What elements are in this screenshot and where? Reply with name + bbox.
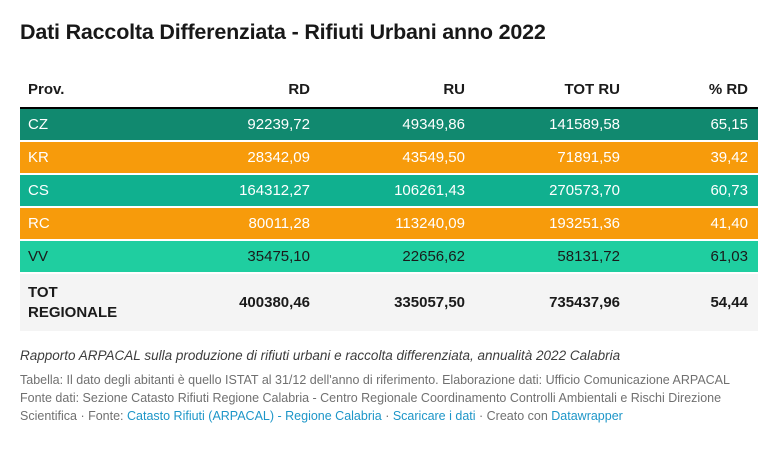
- cell-prov: KR: [28, 149, 49, 166]
- table-total-row: TOT REGIONALE 400380,46 335057,50 735437…: [20, 273, 758, 331]
- fonte-label: · Fonte:: [80, 408, 127, 423]
- table-row-cs: CS 164312,27 106261,43 270573,70 60,73: [20, 174, 758, 207]
- table-header-row: Prov. RD RU TOT RU % RD: [20, 75, 758, 109]
- footer-notes: Tabella: Il dato degli abitanti è quello…: [20, 372, 757, 425]
- datawrapper-link[interactable]: Datawrapper: [551, 408, 623, 423]
- datawrapper-table-page: Dati Raccolta Differenziata - Rifiuti Ur…: [20, 20, 758, 425]
- cell-tot-ru: 58131,72: [557, 248, 620, 265]
- chart-title: Dati Raccolta Differenziata - Rifiuti Ur…: [20, 20, 546, 44]
- cell-total-tot-ru: 735437,96: [549, 294, 620, 311]
- table-row-vv: VV 35475,10 22656,62 58131,72 61,03: [20, 240, 758, 273]
- data-table: Prov. RD RU TOT RU % RD CZ 92239,72 4934…: [20, 75, 758, 331]
- col-header-ru: RU: [320, 75, 475, 109]
- cell-prov: CZ: [28, 116, 48, 133]
- created-with-text: · Creato con: [475, 408, 552, 423]
- cell-pct-rd: 41,40: [710, 215, 748, 232]
- cell-total-pct-rd: 54,44: [710, 294, 748, 311]
- source-link[interactable]: Catasto Rifiuti (ARPACAL) - Regione Cala…: [127, 408, 382, 423]
- col-header-pct-rd: % RD: [630, 75, 758, 109]
- cell-total-rd: 400380,46: [239, 294, 310, 311]
- notes-text: Tabella: Il dato degli abitanti è quello…: [20, 373, 730, 423]
- separator-dot: ·: [381, 408, 393, 423]
- cell-tot-ru: 270573,70: [549, 182, 620, 199]
- download-data-link[interactable]: Scaricare i dati: [392, 408, 476, 423]
- cell-tot-ru: 71891,59: [557, 149, 620, 166]
- table-row-cz: CZ 92239,72 49349,86 141589,58 65,15: [20, 108, 758, 141]
- cell-prov: RC: [28, 215, 50, 232]
- cell-rd: 92239,72: [247, 116, 310, 133]
- table-row-rc: RC 80011,28 113240,09 193251,36 41,40: [20, 207, 758, 240]
- cell-pct-rd: 60,73: [710, 182, 748, 199]
- cell-total-label: TOT REGIONALE: [20, 273, 170, 331]
- table-row-kr: KR 28342,09 43549,50 71891,59 39,42: [20, 141, 758, 174]
- cell-pct-rd: 61,03: [710, 248, 748, 265]
- cell-tot-ru: 193251,36: [549, 215, 620, 232]
- cell-rd: 80011,28: [248, 215, 310, 232]
- cell-ru: 43549,50: [402, 149, 465, 166]
- cell-ru: 49349,86: [402, 116, 465, 133]
- col-header-tot-ru: TOT RU: [475, 75, 630, 109]
- cell-rd: 35475,10: [247, 248, 310, 265]
- col-header-rd: RD: [170, 75, 320, 109]
- cell-ru: 113240,09: [395, 215, 465, 232]
- cell-tot-ru: 141589,58: [549, 116, 620, 133]
- col-header-prov: Prov.: [20, 75, 170, 109]
- total-label-text: TOT REGIONALE: [28, 284, 118, 321]
- chart-description: Rapporto ARPACAL sulla produzione di rif…: [20, 348, 621, 363]
- cell-total-ru: 335057,50: [394, 294, 465, 311]
- cell-rd: 164312,27: [239, 182, 310, 199]
- cell-rd: 28342,09: [247, 149, 310, 166]
- cell-pct-rd: 65,15: [710, 116, 748, 133]
- cell-ru: 106261,43: [394, 182, 465, 199]
- cell-prov: VV: [28, 248, 49, 265]
- cell-pct-rd: 39,42: [710, 149, 748, 166]
- cell-prov: CS: [28, 182, 49, 199]
- cell-ru: 22656,62: [402, 248, 465, 265]
